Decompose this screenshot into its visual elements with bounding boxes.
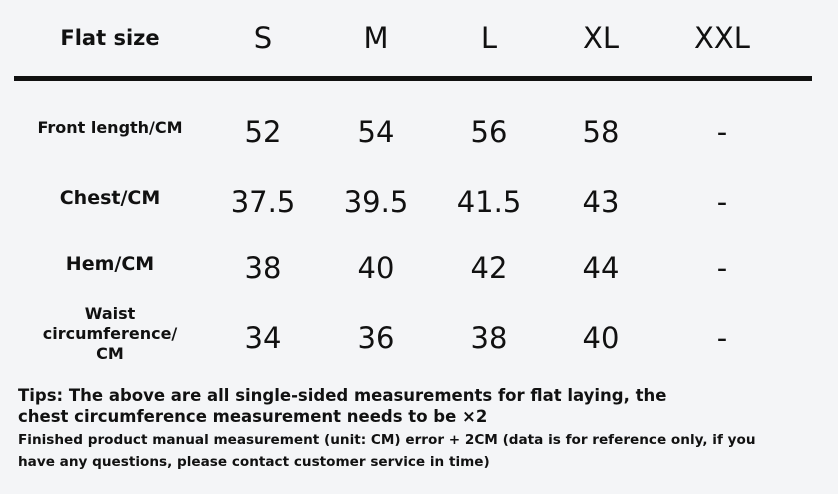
cell: - xyxy=(716,251,728,285)
cell: - xyxy=(716,321,728,355)
cell: 41.5 xyxy=(456,185,522,219)
cell: 38 xyxy=(244,251,282,285)
cell: 36 xyxy=(357,321,395,355)
cell: 52 xyxy=(244,115,282,149)
size-header: M xyxy=(363,21,389,55)
size-header: S xyxy=(253,21,273,55)
row-label-line: Chest/CM xyxy=(59,187,161,209)
tip-line: Tips: The above are all single-sided mea… xyxy=(18,386,667,405)
cell: 34 xyxy=(244,321,282,355)
row-label-line: circumference/ xyxy=(42,324,178,343)
size-header: XL xyxy=(582,21,620,55)
cell: 39.5 xyxy=(343,185,409,219)
cell: - xyxy=(716,185,728,219)
header-rule xyxy=(14,76,812,81)
row-label-line: Hem/CM xyxy=(65,253,155,275)
cell: 40 xyxy=(582,321,620,355)
note-line: have any questions, please contact custo… xyxy=(18,454,490,470)
cell: - xyxy=(716,115,728,149)
cell: 42 xyxy=(470,251,508,285)
size-header: L xyxy=(480,21,498,55)
row-label: Hem/CM xyxy=(66,254,154,274)
cell: 37.5 xyxy=(230,185,296,219)
cell: 40 xyxy=(357,251,395,285)
cell: 54 xyxy=(357,115,395,149)
header-label: Flat size xyxy=(60,26,160,50)
row-label: Waist circumference/CM xyxy=(43,304,178,364)
cell: 44 xyxy=(582,251,620,285)
cell: 58 xyxy=(582,115,620,149)
row-label-line: CM xyxy=(96,344,124,363)
row-label: Chest/CM xyxy=(60,188,161,208)
cell: 43 xyxy=(582,185,620,219)
cell: 38 xyxy=(470,321,508,355)
row-label-line: Waist xyxy=(84,304,136,323)
note-line: Finished product manual measurement (uni… xyxy=(18,432,756,448)
cell: 56 xyxy=(470,115,508,149)
row-label-line: Front length/CM xyxy=(37,118,183,137)
tip-line: chest circumference measurement needs to… xyxy=(18,407,488,426)
row-label: Front length/CM xyxy=(37,118,182,138)
size-header: XXL xyxy=(694,21,750,55)
